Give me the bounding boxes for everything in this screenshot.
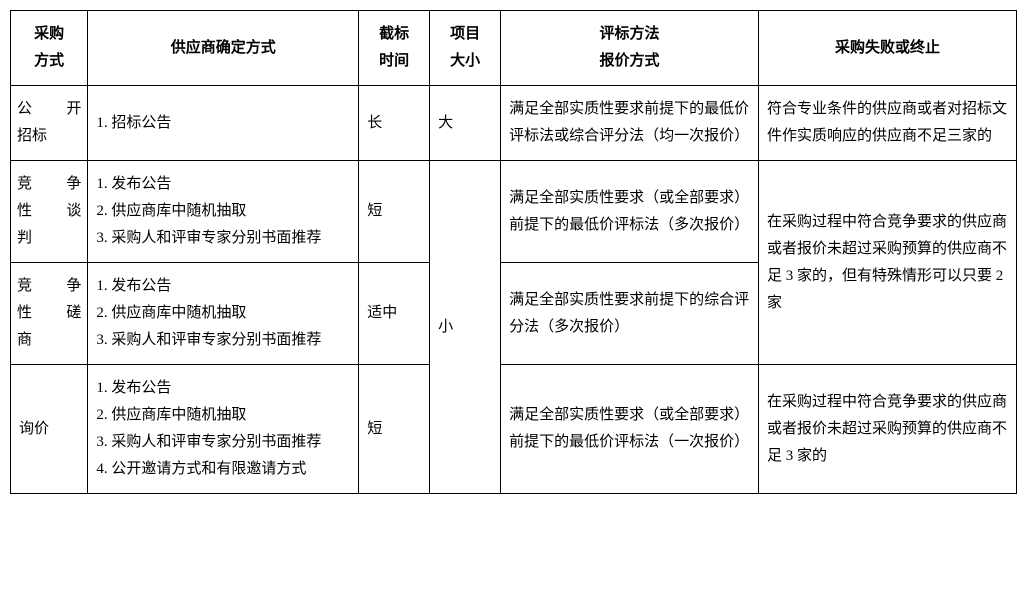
method-line: 商	[17, 327, 81, 354]
table-row: 公 开 招标 1. 招标公告 长 大 满足全部实质性要求前提下的最低价评标法或综合…	[11, 86, 1017, 161]
cell-deadline: 长	[359, 86, 430, 161]
method-line: 判	[17, 225, 81, 252]
header-method: 采购方式	[11, 11, 88, 86]
cell-method-inquiry: 询价	[11, 365, 88, 494]
method-char: 公	[17, 96, 32, 123]
cell-fail: 符合专业条件的供应商或者对招标文件作实质响应的供应商不足三家的	[759, 86, 1017, 161]
cell-method-consultation: 竞 争 性 磋 商	[11, 263, 88, 365]
table-row: 竞 争 性 谈 判 1. 发布公告2. 供应商库中随机抽取3. 采购人和评审专家分别…	[11, 161, 1017, 263]
table-header-row: 采购方式 供应商确定方式 截标时间 项目大小 评标方法报价方式 采购失败或终止	[11, 11, 1017, 86]
cell-supplier: 1. 发布公告2. 供应商库中随机抽取3. 采购人和评审专家分别书面推荐4. 公…	[88, 365, 359, 494]
cell-eval: 满足全部实质性要求前提下的最低价评标法或综合评分法（均一次报价）	[501, 86, 759, 161]
method-char: 谈	[66, 198, 81, 225]
header-size: 项目大小	[430, 11, 501, 86]
cell-supplier: 1. 招标公告	[88, 86, 359, 161]
cell-fail-merged: 在采购过程中符合竞争要求的供应商或者报价未超过采购预算的供应商不足 3 家的，但…	[759, 161, 1017, 365]
cell-supplier: 1. 发布公告2. 供应商库中随机抽取3. 采购人和评审专家分别书面推荐	[88, 161, 359, 263]
method-char: 开	[66, 96, 81, 123]
header-eval: 评标方法报价方式	[501, 11, 759, 86]
cell-deadline: 短	[359, 365, 430, 494]
method-char: 争	[66, 273, 81, 300]
method-char: 竞	[17, 273, 32, 300]
cell-size-merged: 小	[430, 161, 501, 494]
cell-size: 大	[430, 86, 501, 161]
header-fail: 采购失败或终止	[759, 11, 1017, 86]
cell-deadline: 短	[359, 161, 430, 263]
cell-method-negotiation: 竞 争 性 谈 判	[11, 161, 88, 263]
cell-eval: 满足全部实质性要求（或全部要求）前提下的最低价评标法（一次报价）	[501, 365, 759, 494]
cell-fail: 在采购过程中符合竞争要求的供应商或者报价未超过采购预算的供应商不足 3 家的	[759, 365, 1017, 494]
cell-deadline: 适中	[359, 263, 430, 365]
cell-method-open-bid: 公 开 招标	[11, 86, 88, 161]
procurement-comparison-table: 采购方式 供应商确定方式 截标时间 项目大小 评标方法报价方式 采购失败或终止 …	[10, 10, 1017, 494]
cell-eval: 满足全部实质性要求（或全部要求）前提下的最低价评标法（多次报价）	[501, 161, 759, 263]
method-char: 磋	[66, 300, 81, 327]
header-supplier: 供应商确定方式	[88, 11, 359, 86]
header-deadline: 截标时间	[359, 11, 430, 86]
method-char: 争	[66, 171, 81, 198]
table-row: 询价 1. 发布公告2. 供应商库中随机抽取3. 采购人和评审专家分别书面推荐4…	[11, 365, 1017, 494]
method-char: 性	[17, 198, 32, 225]
cell-supplier: 1. 发布公告2. 供应商库中随机抽取3. 采购人和评审专家分别书面推荐	[88, 263, 359, 365]
method-line: 招标	[17, 123, 81, 150]
method-char: 竞	[17, 171, 32, 198]
method-char: 性	[17, 300, 32, 327]
cell-eval: 满足全部实质性要求前提下的综合评分法（多次报价）	[501, 263, 759, 365]
